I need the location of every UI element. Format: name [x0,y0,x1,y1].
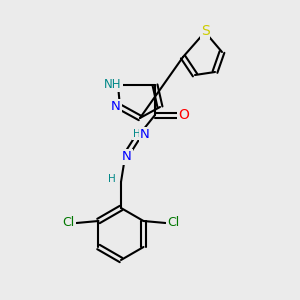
Text: N: N [111,100,121,113]
Text: Cl: Cl [167,217,180,230]
Text: NH: NH [104,79,122,92]
Text: N: N [140,128,150,142]
Text: N: N [122,151,132,164]
Text: H: H [133,129,141,139]
Text: O: O [178,108,189,122]
Text: S: S [201,24,209,38]
Text: Cl: Cl [62,217,75,230]
Text: H: H [108,174,116,184]
